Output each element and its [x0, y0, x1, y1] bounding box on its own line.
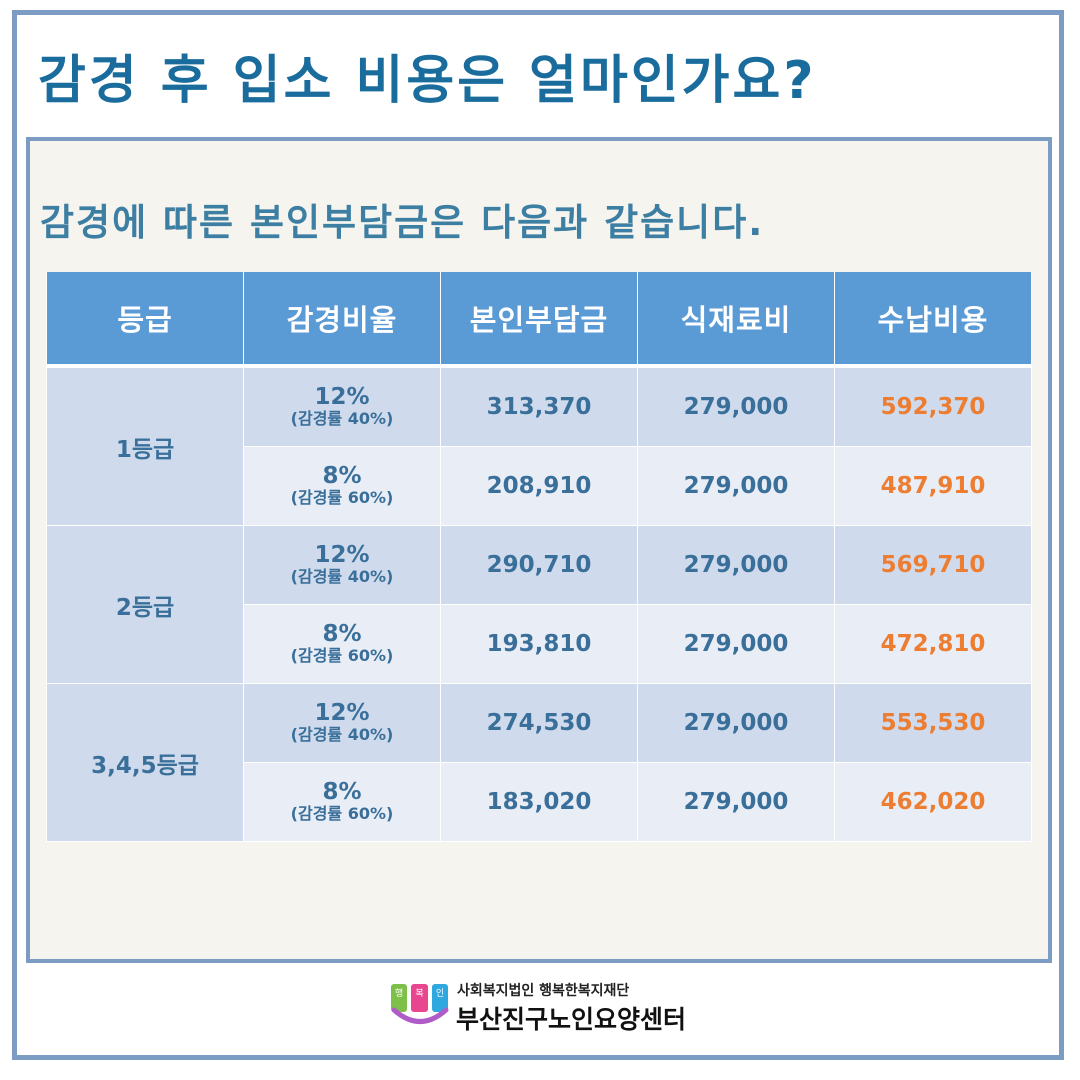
rate-value: 12%: [314, 700, 370, 726]
food-cost-cell: 279,000: [637, 604, 835, 684]
grade-cell: 3,4,5등급: [46, 683, 244, 842]
food-cost-cell: 279,000: [637, 762, 835, 842]
rate-cell: 8% (감경률 60%): [243, 762, 441, 842]
rate-note: (감경률 40%): [290, 567, 394, 586]
logo-char: 행: [395, 987, 403, 999]
food-cost-cell: 279,000: [637, 683, 835, 763]
copay-cell: 274,530: [440, 683, 638, 763]
rate-value: 8%: [322, 463, 362, 489]
subtitle: 감경에 따른 본인부담금은 다음과 같습니다.: [40, 201, 765, 244]
rate-note: (감경률 60%): [290, 804, 394, 823]
rate-note: (감경률 60%): [290, 488, 394, 507]
table-header-row: 등급 감경비율 본인부담금 식재료비 수납비용: [46, 272, 1032, 368]
copay-cell: 183,020: [440, 762, 638, 842]
header-copay: 본인부담금: [440, 272, 638, 368]
header-food-cost: 식재료비: [637, 272, 835, 368]
header-grade: 등급: [46, 272, 244, 368]
total-cell: 487,910: [834, 446, 1032, 526]
rate-value: 8%: [322, 621, 362, 647]
table-row: 2등급 12% (감경률 40%) 290,710 279,000 569,71…: [46, 525, 1032, 684]
rate-cell: 12% (감경률 40%): [243, 365, 441, 447]
table-row: 8% (감경률 60%) 183,020 279,000 462,020: [47, 762, 1032, 842]
rate-note: (감경률 40%): [290, 409, 394, 428]
rate-cell: 8% (감경률 60%): [243, 446, 441, 526]
logo-char: 인: [436, 988, 444, 999]
rate-cell: 8% (감경률 60%): [243, 604, 441, 684]
food-cost-cell: 279,000: [637, 446, 835, 526]
total-cell: 592,370: [834, 365, 1032, 447]
foundation-name: 사회복지법인 행복한복지재단: [457, 983, 630, 999]
table-row: 8% (감경률 60%) 193,810 279,000 472,810: [47, 604, 1032, 684]
rate-cell: 12% (감경률 40%): [243, 525, 441, 605]
logo-char: 복: [415, 988, 423, 999]
total-cell: 569,710: [834, 525, 1032, 605]
rate-value: 12%: [314, 384, 370, 410]
copay-cell: 193,810: [440, 604, 638, 684]
table-row: 3,4,5등급 12% (감경률 40%) 274,530 279,000 55…: [46, 683, 1032, 842]
header-total: 수납비용: [834, 272, 1032, 368]
page-title: 감경 후 입소 비용은 얼마인가요?: [38, 51, 817, 111]
header-reduction-rate: 감경비율: [243, 272, 441, 368]
food-cost-cell: 279,000: [637, 365, 835, 447]
rate-note: (감경률 60%): [290, 646, 394, 665]
copay-cell: 208,910: [440, 446, 638, 526]
center-name: 부산진구노인요양센터: [456, 1005, 687, 1034]
copay-cell: 290,710: [440, 525, 638, 605]
copay-cell: 313,370: [440, 365, 638, 447]
total-cell: 472,810: [834, 604, 1032, 684]
grade-cell: 2등급: [46, 525, 244, 684]
rate-cell: 12% (감경률 40%): [243, 683, 441, 763]
grade-cell: 1등급: [46, 365, 244, 526]
rate-value: 8%: [322, 779, 362, 805]
rate-note: (감경률 40%): [290, 725, 394, 744]
foundation-logo: 행 복 인: [391, 984, 449, 1024]
food-cost-cell: 279,000: [637, 525, 835, 605]
cost-table: 등급 감경비율 본인부담금 식재료비 수납비용 1등급 12% (감경률 40%…: [46, 272, 1032, 842]
table-row: 1등급 12% (감경률 40%) 313,370 279,000 592,37…: [46, 365, 1032, 526]
total-cell: 553,530: [834, 683, 1032, 763]
rate-value: 12%: [314, 542, 370, 568]
total-cell: 462,020: [834, 762, 1032, 842]
